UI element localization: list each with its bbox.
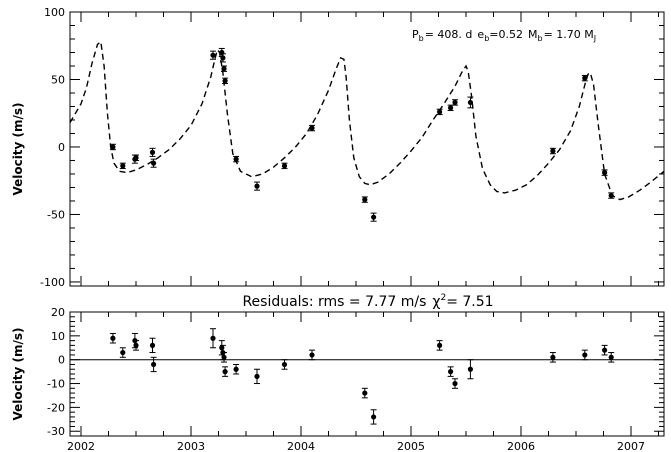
- data-point: [452, 99, 458, 106]
- year-tick-labels: 2002 2003 2004 2005 2006 2007: [67, 440, 645, 452]
- y-tick-label: 100: [44, 6, 65, 19]
- velocity-data-points: [109, 47, 615, 222]
- orbit-model-curve: [69, 40, 665, 201]
- data-point: [210, 52, 216, 58]
- velocity-plot-frame: [69, 11, 665, 287]
- data-point: [151, 160, 157, 166]
- x-tick-label: 2004: [287, 440, 315, 452]
- y-tick-label: -100: [40, 276, 65, 289]
- y-tick-label: -50: [47, 208, 65, 221]
- y-tick-label: 0: [58, 354, 65, 367]
- data-point: [120, 163, 126, 169]
- chi-value: = 7.51: [446, 294, 493, 310]
- data-point: [110, 335, 116, 341]
- data-point: [221, 66, 227, 72]
- data-point: [309, 125, 315, 131]
- mb-value: = 1.70 M: [544, 28, 594, 41]
- chi-superscript: 2: [440, 293, 446, 303]
- data-point: [362, 390, 368, 396]
- data-point: [467, 366, 473, 372]
- pb-label: P: [412, 28, 419, 41]
- y-tick-label: -20: [47, 401, 65, 414]
- residuals-y-tick-labels: 20 10 0 -10 -20 -30: [47, 306, 65, 438]
- data-point: [602, 170, 608, 176]
- data-point: [467, 99, 473, 106]
- data-point: [371, 414, 377, 420]
- eb-label: e: [477, 28, 484, 41]
- data-point: [371, 214, 377, 220]
- residuals-y-axis-label: Velocity (m/s): [11, 327, 25, 420]
- data-point: [281, 361, 288, 368]
- velocity-y-axis-label: Velocity (m/s): [11, 102, 25, 195]
- x-tick-label: 2007: [617, 440, 645, 452]
- data-point: [133, 342, 139, 348]
- y-tick-label: -30: [47, 425, 65, 438]
- data-point: [602, 347, 608, 353]
- data-point: [362, 197, 368, 203]
- data-point: [219, 345, 225, 351]
- data-point: [210, 335, 216, 341]
- data-point: [452, 380, 458, 387]
- y-tick-label: 10: [51, 330, 65, 343]
- data-point: [281, 163, 288, 169]
- mb-label: M: [528, 28, 538, 41]
- y-tick-label: -10: [47, 378, 65, 391]
- data-point: [149, 149, 156, 155]
- residuals-axis-ticks: [70, 311, 664, 437]
- data-point: [448, 105, 454, 111]
- data-point: [221, 354, 227, 360]
- data-point: [437, 342, 443, 348]
- mj-subscript: J: [593, 34, 596, 43]
- y-tick-label: 20: [51, 306, 65, 319]
- orbit-parameters-annotation: Pb= 408. d eb=0.52 Mb= 1.70 MJ: [412, 28, 596, 43]
- data-point: [608, 354, 614, 360]
- pb-subscript: b: [419, 34, 424, 43]
- data-point: [133, 155, 139, 161]
- eb-value: =0.52: [489, 28, 523, 41]
- x-tick-label: 2002: [67, 440, 95, 452]
- data-point: [254, 183, 260, 189]
- data-point: [309, 352, 315, 358]
- data-point: [151, 361, 157, 368]
- pb-value: = 408. d: [425, 28, 473, 41]
- velocity-y-tick-labels: 100 50 0 -50 -100: [40, 6, 65, 289]
- data-point: [550, 148, 556, 154]
- residuals-title: Residuals: rms = 7.77 m/s χ2= 7.51: [242, 293, 493, 310]
- x-tick-label: 2005: [397, 440, 425, 452]
- data-point: [222, 369, 228, 375]
- residuals-rms: Residuals: rms = 7.77 m/s: [242, 294, 426, 310]
- data-point: [582, 352, 588, 358]
- data-point: [233, 156, 239, 162]
- x-tick-label: 2003: [177, 440, 205, 452]
- data-point: [254, 373, 260, 379]
- data-point: [120, 349, 126, 356]
- residual-data-points: [109, 328, 615, 425]
- eb-subscript: b: [484, 34, 489, 43]
- data-point: [233, 366, 239, 372]
- data-point: [448, 369, 454, 375]
- x-tick-label: 2006: [507, 440, 535, 452]
- y-tick-label: 0: [58, 141, 65, 154]
- data-point: [110, 144, 116, 150]
- data-point: [222, 78, 228, 84]
- data-point: [437, 109, 443, 115]
- data-point: [220, 55, 226, 61]
- data-point: [149, 342, 156, 348]
- y-tick-label: 50: [51, 73, 65, 86]
- data-point: [550, 354, 556, 360]
- data-point: [582, 75, 588, 81]
- chi-symbol: χ: [432, 294, 440, 310]
- mb-subscript: b: [537, 34, 542, 43]
- residuals-plot-frame: [69, 311, 665, 437]
- velocity-axis-ticks: [70, 11, 664, 286]
- data-point: [608, 192, 614, 199]
